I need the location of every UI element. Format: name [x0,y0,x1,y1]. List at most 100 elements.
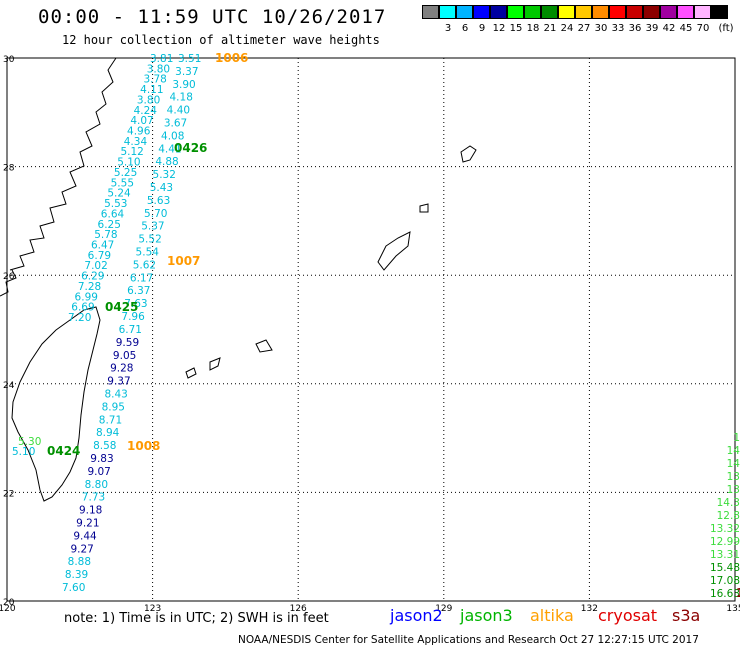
latitude-label: 24 [3,381,15,391]
longitude-label: 126 [290,604,307,614]
wave-height-value: 13 [727,484,740,496]
pass-time-label: 0426 [174,141,207,155]
wave-height-value: 1 [733,432,740,444]
longitude-label: 132 [581,604,598,614]
wave-height-value: 16.63 [710,588,740,600]
wave-height-value: 3.90 [172,79,195,91]
wave-height-value: 3.81 [150,53,173,65]
wave-height-value: 5.25 [114,167,137,179]
wave-height-value: 5.70 [144,208,167,220]
legend-swatch [592,5,609,19]
pass-time-label: 1007 [167,254,200,268]
wave-height-value: 5.52 [138,234,161,246]
wave-height-value: 15.48 [710,562,740,574]
wave-height-value: 5.12 [120,146,143,158]
island-3 [185,367,197,379]
wave-height-value: 8.39 [65,569,88,581]
wave-height-value: 3.51 [178,53,201,65]
wave-height-value: 9.07 [87,466,110,478]
land-outlines [0,57,477,502]
wave-height-value: 9.18 [79,505,102,517]
legend-swatch [711,5,728,19]
wave-height-value: 8.71 [99,414,122,426]
legend-swatch [694,5,711,19]
wave-height-value: 3.80 [137,94,160,106]
wave-height-value: 6.64 [101,208,125,220]
legend-swatch [660,5,677,19]
wave-height-value: 9.83 [90,453,113,465]
legend-label: 12 [492,23,506,34]
island-6 [419,203,429,213]
wave-height-value: 7.28 [78,281,101,293]
wave-height-value: 6.17 [130,272,153,284]
wave-height-value: 13.31 [710,549,740,561]
wave-height-value: 5.10 [117,157,140,169]
pass-time-label: 0424 [47,444,80,458]
legend-swatch [507,5,524,19]
wave-height-value: 4.11 [140,84,163,96]
longitude-label: 120 [0,604,16,614]
wave-height-value: 7.73 [82,492,105,504]
wave-height-value: 9.21 [76,517,99,529]
wave-height-value: 7.20 [68,312,91,324]
pass-time-label: 1006 [215,51,248,65]
wave-height-value: 5.32 [153,169,176,181]
wave-height-value: 8.43 [104,388,127,400]
wave-height-value: 12.8 [717,510,740,522]
legend-swatch [677,5,694,19]
satellite-label-jason2: jason2 [390,606,443,625]
wave-height-value: 6.47 [91,239,114,251]
wave-height-value: 4.07 [130,115,153,127]
wave-height-value: 9.59 [116,337,139,349]
wave-height-value: 6.29 [81,271,104,283]
footer-credit: NOAA/NESDIS Center for Satellite Applica… [238,634,699,646]
wave-height-value: 5.63 [147,195,170,207]
wave-height-value: 5.78 [94,229,117,241]
pass-time-label: 0425 [105,300,138,314]
legend-swatch [609,5,626,19]
wave-height-value: 9.37 [107,376,130,388]
longitude-label: 129 [435,604,452,614]
wave-height-value: 14.3 [717,497,740,509]
wave-height-value: 4.18 [170,92,193,104]
wave-height-value: 6.99 [75,291,98,303]
wave-height-value: 5.30 [18,436,41,448]
wave-height-value: 8.95 [102,401,125,413]
legend-swatch [626,5,643,19]
wave-height-value: 8.58 [93,440,116,452]
wave-height-value: 4.24 [134,105,158,117]
legend-label: 45 [679,23,693,34]
legend-label: 33 [611,23,625,34]
satellite-label-s3a: s3a [672,606,701,625]
wave-height-value: 4.40 [167,105,190,117]
wave-height-value: 5.62 [133,259,156,271]
wave-height-value: 3.80 [147,63,170,75]
wave-height-value: 3.37 [175,66,198,78]
legend-swatch [490,5,507,19]
wave-height-value: 3.67 [164,118,187,130]
wave-height-value: 5.54 [136,247,160,259]
legend-swatch [575,5,592,19]
legend-swatch [456,5,473,19]
footer-note: note: 1) Time is in UTC; 2) SWH is in fe… [64,611,329,626]
legend-label: 6 [461,23,469,34]
latitude-label: 30 [3,55,15,65]
legend-label: 30 [594,23,608,34]
island-1 [460,145,477,163]
legend-label: 18 [526,23,540,34]
wave-height-value: 14 [727,458,740,470]
wave-height-value: 9.05 [113,350,136,362]
wave-height-value: 4.08 [161,130,184,142]
wave-height-value: 8.94 [96,427,120,439]
legend-label: 42 [662,23,676,34]
island-5 [255,339,273,353]
pass-time-label: 1008 [127,439,160,453]
edge-mark: 1 [736,586,740,600]
legend-label: 70 [696,23,710,34]
legend-label: 24 [560,23,574,34]
longitude-label: 135 [726,604,740,614]
island-4 [209,357,221,371]
wave-height-value: 5.55 [111,177,134,189]
legend-swatch [541,5,558,19]
